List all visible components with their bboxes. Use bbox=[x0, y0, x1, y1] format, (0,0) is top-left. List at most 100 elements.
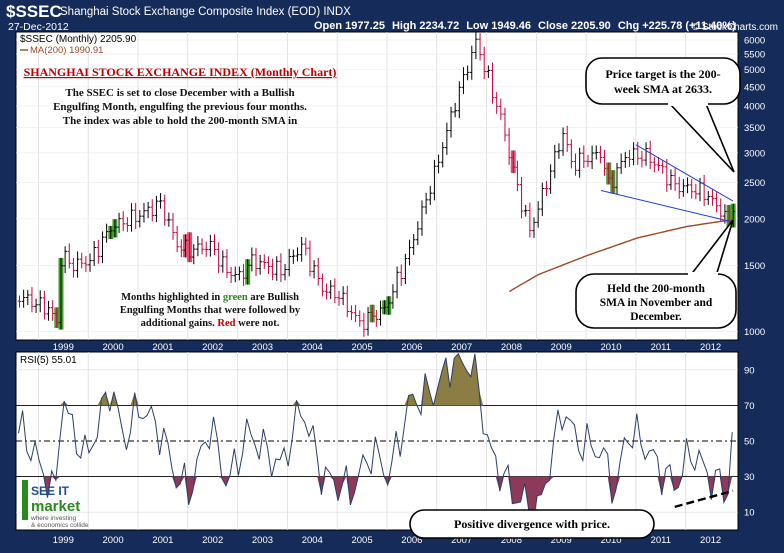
rsi-x-tick-label: 2001 bbox=[152, 535, 173, 546]
note-segment: Red bbox=[217, 318, 235, 329]
ohlc-low: Low 1949.46 bbox=[466, 20, 532, 32]
note-segment: are Bullish bbox=[248, 292, 299, 303]
rsi-x-tick-label: 2010 bbox=[600, 535, 621, 546]
price-legend: $SSEC (Monthly) 2205.90 bbox=[20, 34, 137, 45]
stockcharts-brand: © StockCharts.com bbox=[691, 22, 778, 33]
price-y-tick-label: 5000 bbox=[744, 65, 765, 76]
rsi-y-tick-label: 10 bbox=[744, 508, 755, 519]
logo-bar bbox=[22, 480, 28, 520]
price-y-tick-label: 2500 bbox=[744, 178, 765, 189]
price-y-tick-label: 4000 bbox=[744, 101, 765, 112]
description-line: Engulfing Month, engulfing the previous … bbox=[53, 101, 307, 113]
callout-divergence-box bbox=[409, 509, 655, 539]
note-segment: green bbox=[223, 292, 248, 303]
price-x-tick-label: 2004 bbox=[302, 342, 323, 353]
ohlc-close: Close 2205.90 bbox=[538, 20, 611, 32]
price-y-tick-label: 5500 bbox=[744, 50, 765, 61]
price-x-tick-label: 2011 bbox=[651, 342, 671, 353]
price-y-tick-label: 6000 bbox=[744, 35, 765, 46]
price-x-tick-label: 2009 bbox=[551, 342, 572, 353]
price-bars bbox=[17, 31, 736, 337]
price-x-tick-label: 2008 bbox=[501, 342, 522, 353]
callout-held-tail bbox=[689, 219, 734, 277]
ma200-line bbox=[509, 218, 734, 293]
callout-target: Price target is the 200-week SMA at 2633… bbox=[585, 57, 741, 173]
note-line: Months highlighted in green are Bullish bbox=[121, 292, 299, 303]
price-y-tick-label: 4500 bbox=[744, 82, 765, 93]
rsi-oversold-fill bbox=[18, 476, 733, 525]
price-y-tick-label: 1500 bbox=[744, 261, 765, 272]
logo-line2: market bbox=[31, 498, 80, 515]
price-x-tick-label: 2005 bbox=[351, 342, 372, 353]
rsi-y-tick-label: 70 bbox=[744, 401, 755, 412]
price-y-tick-label: 3000 bbox=[744, 148, 765, 159]
price-x-tick-label: 2003 bbox=[252, 342, 273, 353]
price-x-tick-label: 2000 bbox=[103, 342, 124, 353]
rsi-x-tick-label: 2000 bbox=[103, 535, 124, 546]
price-x-tick-label: 1999 bbox=[53, 342, 74, 353]
callout-divergence: Positive divergence with price. bbox=[409, 509, 655, 539]
price-x-tick-label: 2012 bbox=[700, 342, 721, 353]
callout-held-box bbox=[575, 273, 737, 329]
note-segment: Engulfing Months that were followed by bbox=[120, 305, 301, 316]
callout-held: Held the 200-month SMA in November and Dec… bbox=[575, 219, 737, 329]
description-line: The SSEC is set to close December with a… bbox=[65, 87, 294, 99]
ohlc-chg: Chg +225.78 (+11.40%) bbox=[617, 20, 736, 32]
callout-held-text: December. bbox=[630, 311, 682, 323]
rsi-x-tick-label: 2007 bbox=[451, 535, 472, 546]
price-y-tick-label: 3500 bbox=[744, 123, 765, 134]
description-line: The index was able to hold the 200-month… bbox=[63, 115, 297, 127]
ticker-symbol: $SSEC bbox=[6, 2, 62, 21]
chart-date: 27-Dec-2012 bbox=[8, 21, 69, 33]
lower-trendline bbox=[600, 189, 734, 223]
callout-target-box bbox=[585, 57, 741, 105]
callout-held-text: Held the 200-month bbox=[607, 283, 705, 295]
rsi-line bbox=[18, 352, 733, 525]
price-x-tick-label: 2001 bbox=[152, 342, 173, 353]
price-y-tick-label: 2000 bbox=[744, 214, 765, 225]
callout-held-tail-cover bbox=[688, 272, 718, 278]
callout-target-text: Price target is the 200- bbox=[605, 67, 720, 81]
rsi-x-tick-label: 2012 bbox=[700, 535, 721, 546]
note-segment: Months highlighted in bbox=[121, 292, 223, 303]
ohlc-readout: Open 1977.25 High 2234.72 Low 1949.46 Close… bbox=[314, 20, 743, 32]
rsi-y-tick-label: 30 bbox=[744, 472, 755, 483]
rsi-y-tick-label: 90 bbox=[744, 365, 755, 376]
price-x-tick-label: 2006 bbox=[401, 342, 422, 353]
note-line: Engulfing Months that were followed by bbox=[120, 305, 301, 316]
rsi-x-tick-label: 1999 bbox=[53, 535, 74, 546]
callout-held-text: SMA in November and bbox=[600, 297, 713, 309]
note-line: additional gains. Red were not. bbox=[141, 318, 280, 329]
rsi-y-tick-label: 50 bbox=[744, 437, 755, 448]
divergence-line bbox=[674, 489, 734, 509]
chart-title: SHANGHAI STOCK EXCHANGE INDEX (Monthly C… bbox=[24, 65, 337, 79]
callout-target-text: week SMA at 2633. bbox=[614, 82, 712, 96]
rsi-x-tick-label: 2002 bbox=[202, 535, 223, 546]
rsi-legend: RSI(5) 55.01 bbox=[20, 355, 77, 366]
rsi-x-tick-label: 2005 bbox=[351, 535, 372, 546]
rsi-x-tick-label: 2004 bbox=[302, 535, 323, 546]
logo-line4: & economics collide bbox=[31, 522, 89, 529]
note-segment: were not. bbox=[236, 318, 280, 329]
rsi-x-tick-label: 2008 bbox=[501, 535, 522, 546]
price-y-tick-label: 1000 bbox=[744, 327, 765, 338]
ma-legend: MA(200) 1990.91 bbox=[30, 45, 103, 56]
price-x-tick-label: 2010 bbox=[600, 342, 621, 353]
price-x-tick-label: 2007 bbox=[451, 342, 472, 353]
price-x-tick-label: 2002 bbox=[202, 342, 223, 353]
ohlc-high: High 2234.72 bbox=[391, 20, 460, 32]
rsi-x-tick-label: 2003 bbox=[252, 535, 273, 546]
index-name: Shanghai Stock Exchange Composite Index … bbox=[60, 6, 351, 18]
logo-line1: SEE IT bbox=[31, 484, 70, 498]
callout-divergence-text: Positive divergence with price. bbox=[454, 517, 610, 531]
note-segment: additional gains. bbox=[141, 318, 218, 329]
upper-trendline bbox=[635, 144, 734, 202]
ohlc-open: Open 1977.25 bbox=[314, 20, 385, 32]
callout-target-tail-cover bbox=[668, 100, 708, 106]
rsi-x-tick-label: 2009 bbox=[551, 535, 572, 546]
callout-target-tail bbox=[669, 103, 735, 173]
rsi-x-tick-label: 2006 bbox=[401, 535, 422, 546]
